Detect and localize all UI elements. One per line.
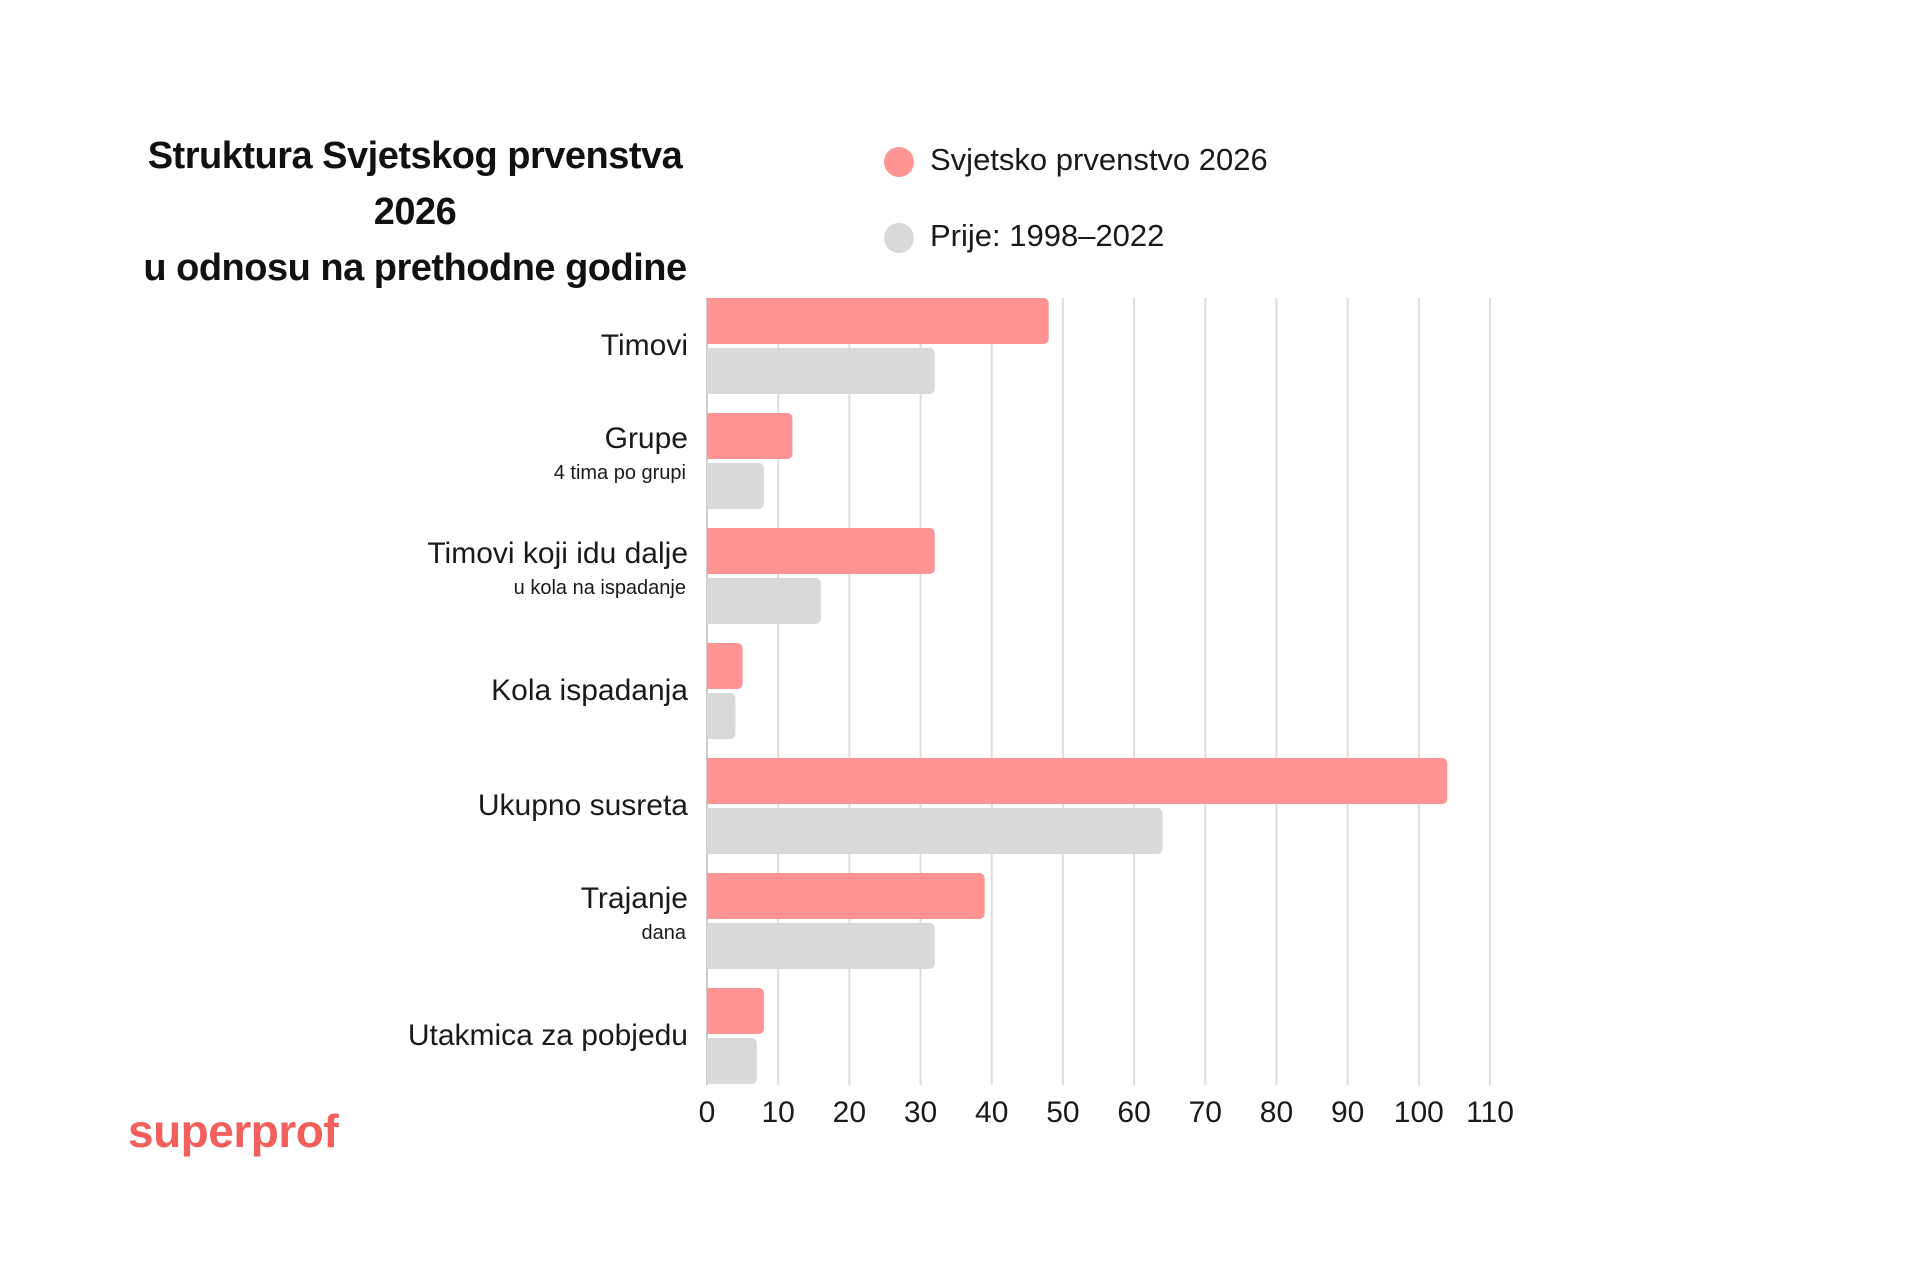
bar-base <box>707 298 713 344</box>
category-labels: Timovi Grupe 4 tima po grupi Timovi koji id… <box>408 329 688 1052</box>
bar-2026 <box>707 528 935 574</box>
x-tick-label: 60 <box>1117 1096 1150 1129</box>
category-label: Grupe <box>605 422 688 455</box>
superprof-logo: superprof <box>128 1105 339 1157</box>
category-label: Timovi <box>601 329 688 362</box>
bar-base <box>707 693 713 739</box>
x-tick-label: 110 <box>1466 1096 1514 1129</box>
category-sublabel: u kola na ispadanje <box>514 577 686 599</box>
bar-base <box>707 758 713 804</box>
category-label: Kola ispadanja <box>491 674 688 707</box>
bar-prior <box>707 348 935 394</box>
bar-base <box>707 413 713 459</box>
bar-prior <box>707 923 935 969</box>
x-tick-label: 90 <box>1331 1096 1364 1129</box>
bar-2026 <box>707 758 1448 804</box>
x-tick-label: 50 <box>1046 1096 1079 1129</box>
x-tick-label: 10 <box>761 1096 794 1129</box>
bar-prior <box>707 578 821 624</box>
bar-prior <box>707 463 764 509</box>
category-sublabel: 4 tima po grupi <box>554 462 686 484</box>
category-label: Timovi koji idu dalje <box>427 537 688 570</box>
x-tick-label: 70 <box>1189 1096 1222 1129</box>
bar-base <box>707 923 713 969</box>
bar-base <box>707 873 713 919</box>
chart-title-line-2: u odnosu na prethodne godine <box>143 247 687 289</box>
bar-2026 <box>707 413 793 459</box>
legend-label-2026: Svjetsko prvenstvo 2026 <box>930 142 1268 177</box>
bar-2026 <box>707 643 743 689</box>
legend-marker-prior <box>884 223 914 253</box>
x-tick-label: 20 <box>833 1096 866 1129</box>
bar-base <box>707 988 713 1034</box>
x-axis-ticks: 0 10 20 30 40 50 60 70 80 90 100 110 <box>699 1096 1514 1129</box>
x-tick-label: 100 <box>1394 1096 1444 1129</box>
bars <box>707 298 1448 1084</box>
bar-base <box>707 463 713 509</box>
x-tick-label: 40 <box>975 1096 1008 1129</box>
bar-prior <box>707 693 736 739</box>
category-label: Trajanje <box>581 882 688 915</box>
chart-title: Struktura Svjetskog prvenstva 2026 u odn… <box>110 128 720 296</box>
x-tick-label: 30 <box>904 1096 937 1129</box>
bar-prior <box>707 1038 757 1084</box>
category-label: Utakmica za pobjedu <box>408 1019 688 1052</box>
legend-marker-2026 <box>884 147 914 177</box>
bar-prior <box>707 808 1163 854</box>
bar-2026 <box>707 298 1049 344</box>
x-tick-label: 80 <box>1260 1096 1293 1129</box>
bar-base <box>707 808 713 854</box>
legend-label-prior: Prije: 1998–2022 <box>930 218 1165 253</box>
bar-2026 <box>707 988 764 1034</box>
bar-base <box>707 348 713 394</box>
bar-base <box>707 1038 713 1084</box>
bar-base <box>707 528 713 574</box>
chart-title-line-1: Struktura Svjetskog prvenstva 2026 <box>147 135 683 233</box>
category-label: Ukupno susreta <box>478 789 688 822</box>
x-tick-label: 0 <box>699 1096 716 1129</box>
category-sublabel: dana <box>642 922 687 944</box>
bar-base <box>707 578 713 624</box>
bar-2026 <box>707 873 985 919</box>
bar-base <box>707 643 713 689</box>
